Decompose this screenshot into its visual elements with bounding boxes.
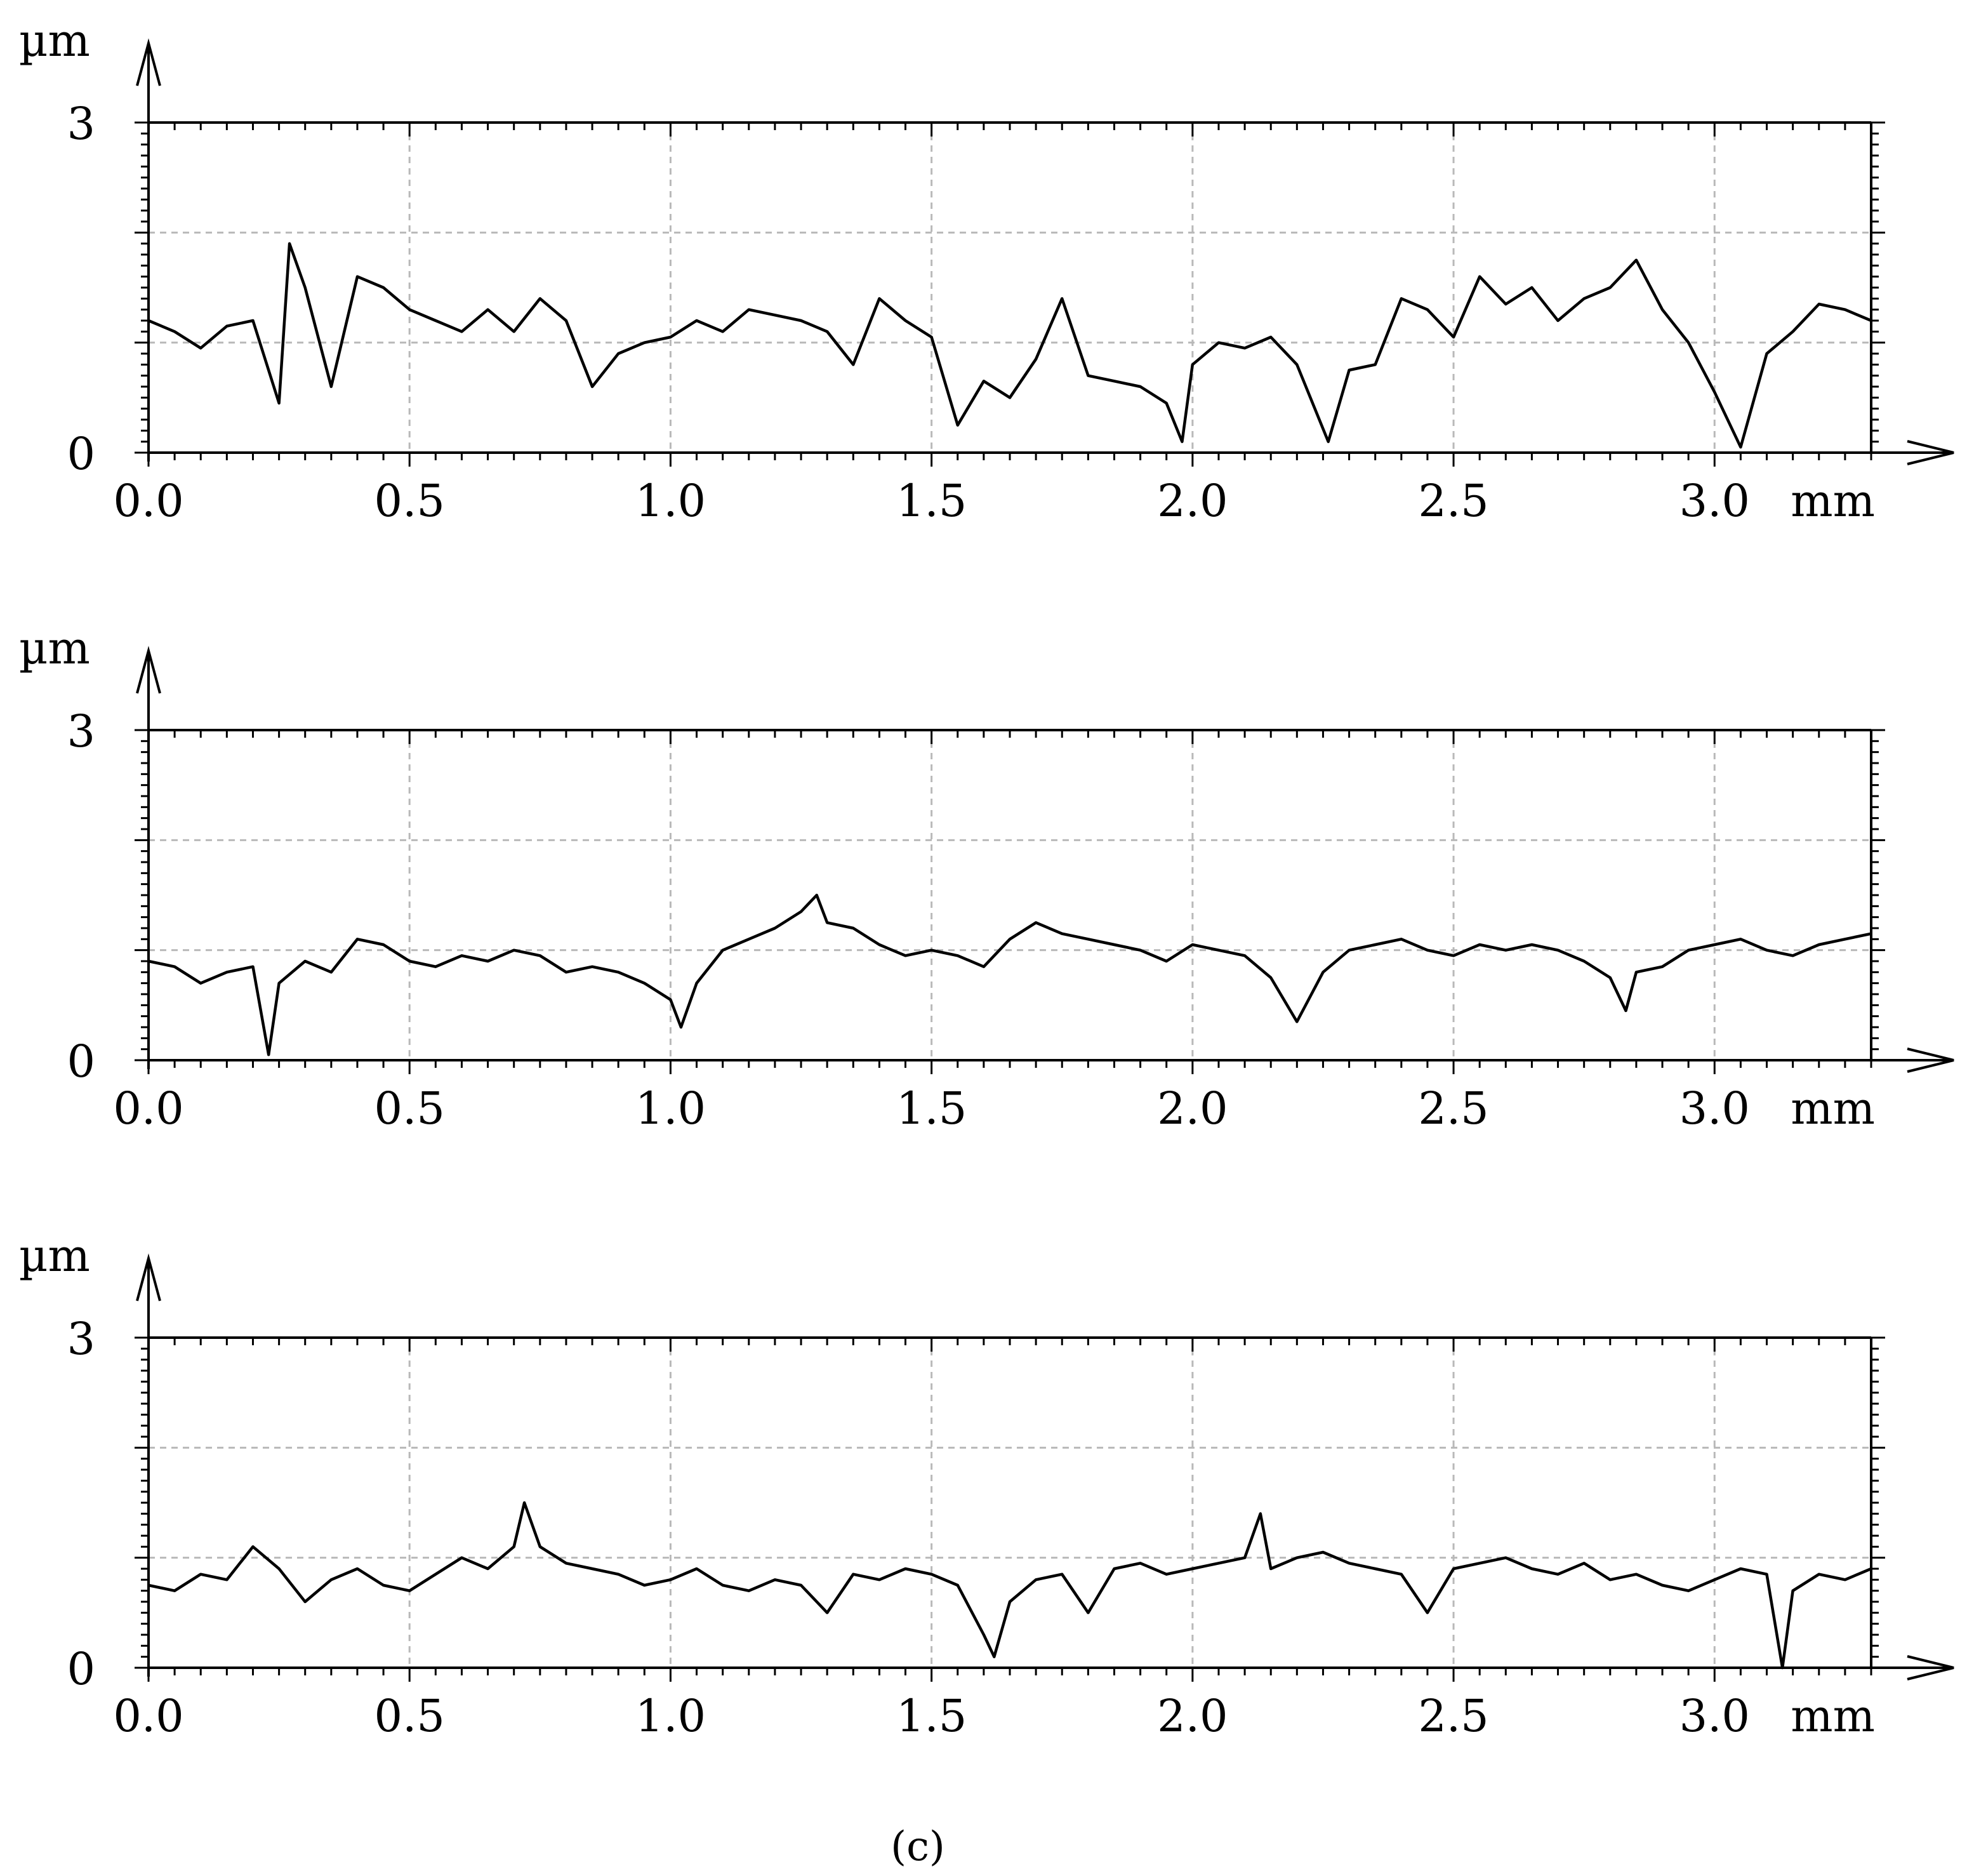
x-tick-label: 2.5 (1418, 475, 1488, 527)
x-tick-label: 1.5 (896, 1690, 967, 1742)
x-tick-label: 3.0 (1679, 1690, 1750, 1742)
x-tick-label: 3.0 (1679, 475, 1750, 527)
y-tick-label: 3 (67, 1313, 95, 1365)
y-axis-arrow-icon (136, 38, 161, 86)
profile-panel-1: 0.0 0.5 1.0 1.5 2.0 2.5 3.0 mm 0 3 µm (19, 15, 1954, 527)
figure-caption: (c) (891, 1823, 945, 1870)
x-tick-label: 3.0 (1679, 1082, 1750, 1134)
x-tick-label: 2.5 (1418, 1690, 1488, 1742)
x-tick-label: 2.5 (1418, 1082, 1488, 1134)
x-tick-label: 0.5 (374, 1082, 445, 1134)
x-tick-label: 1.0 (635, 1082, 706, 1134)
profile-panel-3: 0.0 0.5 1.0 1.5 2.0 2.5 3.0 mm 0 3 µm (19, 1230, 1954, 1742)
y-tick-label: 0 (67, 1035, 95, 1088)
x-tick-label: 1.5 (896, 1082, 967, 1134)
y-axis-arrow-icon (136, 646, 161, 694)
y-unit-label: µm (19, 622, 90, 674)
x-tick-label: 1.0 (635, 475, 706, 527)
x-tick-label: 2.0 (1157, 1082, 1228, 1134)
y-tick-label: 3 (67, 705, 95, 757)
x-unit-label: mm (1791, 475, 1875, 527)
x-tick-label: 0.0 (113, 1082, 183, 1134)
x-axis-arrow-icon (1907, 440, 1954, 465)
profile-line-3 (148, 1501, 1872, 1670)
y-tick-label: 0 (67, 1643, 95, 1695)
x-tick-label: 0.0 (113, 1690, 183, 1742)
x-tick-label: 0.5 (374, 475, 445, 527)
y-axis-arrow-icon (136, 1253, 161, 1301)
y-unit-label: µm (19, 1230, 90, 1282)
x-tick-label: 2.0 (1157, 1690, 1228, 1742)
x-tick-label: 2.0 (1157, 475, 1228, 527)
x-axis-arrow-icon (1907, 1048, 1954, 1073)
y-tick-label: 0 (67, 428, 95, 480)
x-axis-arrow-icon (1907, 1655, 1954, 1680)
profile-line-1 (148, 242, 1872, 449)
x-tick-label: 0.5 (374, 1690, 445, 1742)
x-unit-label: mm (1791, 1082, 1875, 1134)
profile-panel-2: 0.0 0.5 1.0 1.5 2.0 2.5 3.0 mm 0 3 µm (19, 622, 1954, 1134)
y-unit-label: µm (19, 15, 90, 67)
y-tick-label: 3 (67, 98, 95, 150)
x-tick-label: 1.0 (635, 1690, 706, 1742)
x-tick-label: 1.5 (896, 475, 967, 527)
x-tick-label: 0.0 (113, 475, 183, 527)
x-unit-label: mm (1791, 1690, 1875, 1742)
profile-line-2 (148, 893, 1872, 1056)
